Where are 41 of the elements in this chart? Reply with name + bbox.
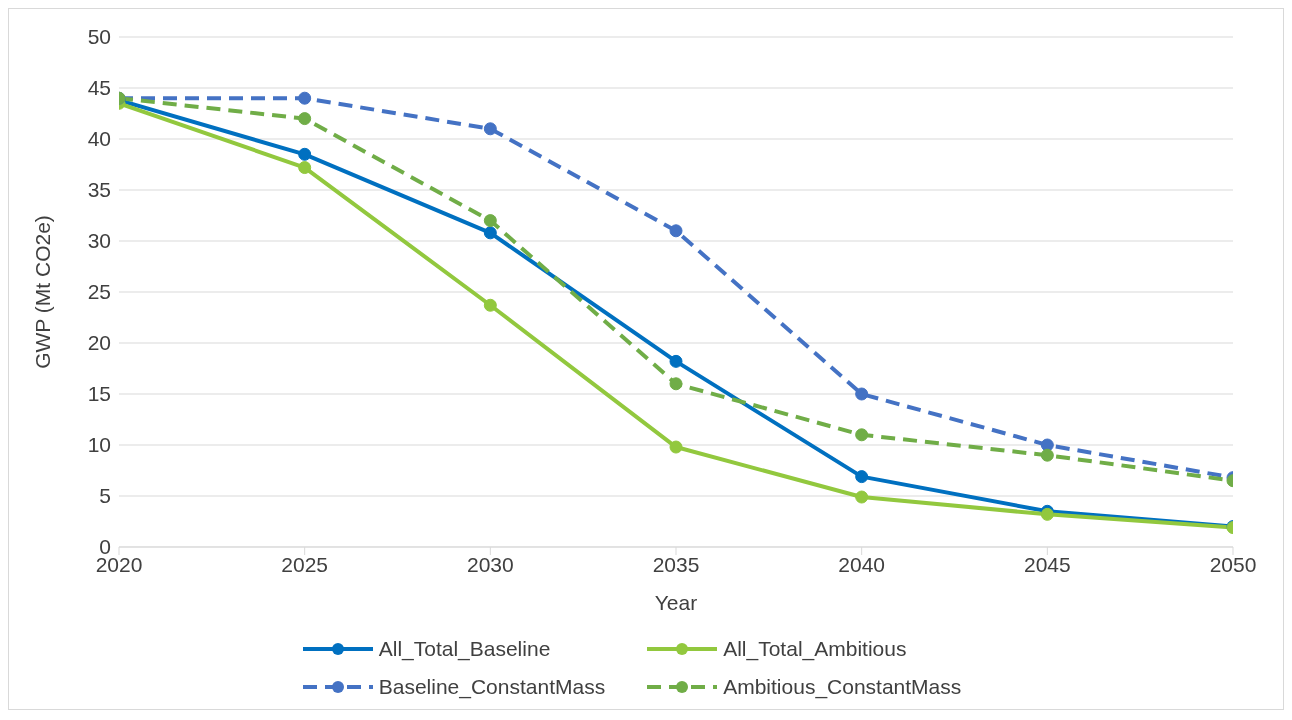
y-tick-label: 35 [87, 178, 111, 202]
y-tick-label: 5 [99, 484, 111, 508]
x-tick-label: 2025 [281, 552, 329, 576]
point [483, 214, 497, 228]
y-tick-label: 0 [99, 535, 111, 559]
point [298, 161, 312, 175]
x-axis-title: Year [654, 590, 698, 614]
legend-label: All_Total_Baseline [378, 637, 551, 661]
y-axis-title: GWP (Mt CO2e) [31, 215, 55, 369]
y-tick-label: 25 [87, 280, 111, 304]
point [483, 226, 497, 240]
y-tick-label: 15 [87, 382, 111, 406]
point [855, 470, 869, 484]
point [669, 377, 683, 391]
point [669, 354, 683, 368]
x-tick-label: 2050 [1209, 552, 1257, 576]
point [483, 298, 497, 312]
point [298, 112, 312, 126]
point [669, 440, 683, 454]
point [855, 490, 869, 504]
x-tick-label: 2045 [1023, 552, 1071, 576]
y-tick-label: 20 [87, 331, 111, 355]
legend-label: Ambitious_ConstantMass [723, 675, 962, 699]
y-tick-label: 10 [87, 433, 111, 457]
legend-label: All_Total_Ambitious [723, 637, 907, 661]
legend-label: Baseline_ConstantMass [378, 675, 606, 699]
point [855, 387, 869, 401]
x-tick-label: 2040 [838, 552, 886, 576]
y-tick-label: 30 [87, 229, 111, 253]
y-tick-label: 40 [87, 127, 111, 151]
x-tick-label: 2035 [652, 552, 700, 576]
point [855, 428, 869, 442]
point [483, 122, 497, 136]
x-tick-label: 2030 [466, 552, 514, 576]
point [298, 91, 312, 105]
point [669, 224, 683, 238]
point [1040, 448, 1054, 462]
point [298, 147, 312, 161]
point [1040, 438, 1054, 452]
y-tick-label: 45 [87, 76, 111, 100]
y-tick-label: 50 [87, 25, 111, 49]
